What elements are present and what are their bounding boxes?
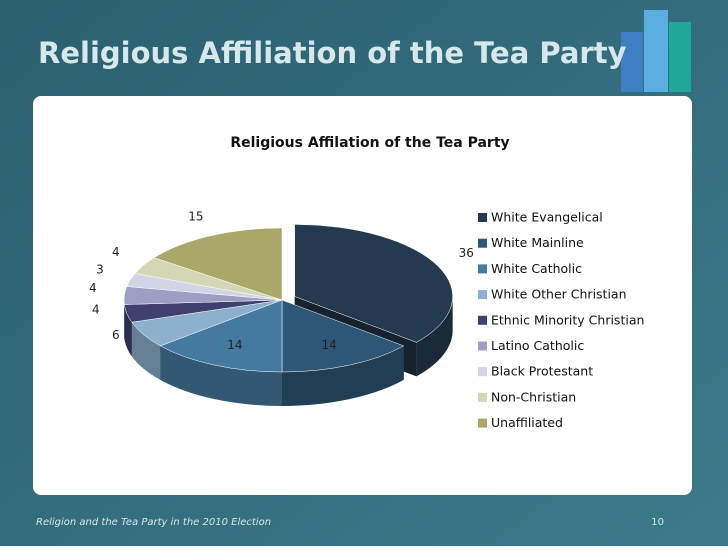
legend-swatch — [478, 213, 487, 222]
legend-label: Latino Catholic — [491, 338, 584, 353]
data-label: 36 — [459, 246, 474, 260]
legend-swatch — [478, 239, 487, 248]
legend-label: Non-Christian — [491, 389, 576, 404]
legend-label: White Evangelical — [491, 210, 603, 225]
data-label: 4 — [112, 245, 120, 259]
footer: Religion and the Tea Party in the 2010 E… — [36, 517, 271, 528]
legend-swatch — [478, 264, 487, 273]
legend-label: White Catholic — [491, 261, 582, 276]
legend-swatch — [478, 316, 487, 325]
legend-label: White Other Christian — [491, 287, 627, 302]
legend-label: White Mainline — [491, 235, 584, 250]
legend-label: Unaffiliated — [491, 415, 563, 430]
legend-label: Black Protestant — [491, 364, 593, 379]
legend-swatch — [478, 419, 487, 428]
legend-swatch — [478, 367, 487, 376]
page-number: 10 — [651, 517, 664, 528]
logo-bar — [644, 10, 668, 92]
data-label: 3 — [96, 262, 104, 276]
data-label: 4 — [89, 281, 97, 295]
data-label: 6 — [112, 328, 120, 342]
data-label: 4 — [92, 303, 100, 317]
legend-swatch — [478, 290, 487, 299]
chart-title: Religious Affilation of the Tea Party — [230, 135, 509, 151]
legend-swatch — [478, 393, 487, 402]
legend-swatch — [478, 342, 487, 351]
data-label: 15 — [188, 210, 203, 224]
slide-title: Religious Affiliation of the Tea Party — [38, 36, 627, 70]
data-label: 14 — [321, 338, 336, 352]
data-label: 14 — [227, 338, 242, 352]
logo-bar — [669, 22, 691, 92]
legend-label: Ethnic Minority Christian — [491, 312, 644, 327]
